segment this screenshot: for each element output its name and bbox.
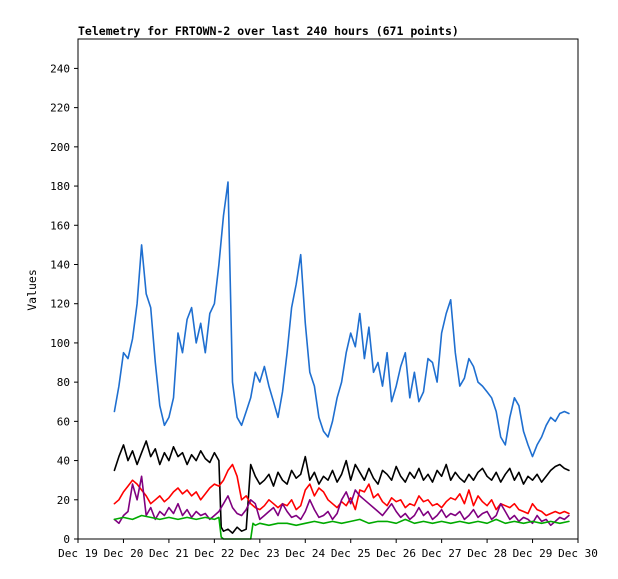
y-tick-label: 240 [50,62,70,75]
y-tick-label: 120 [50,298,70,311]
series-line-5 [113,514,570,540]
x-tick-label: Dec 27 [422,547,462,560]
y-axis: 0 20 40 60 80 100 120 140 160 180 200 220 240 [50,62,78,546]
chart-title: Telemetry for FRTOWN-2 over last 240 hou… [78,24,459,38]
x-axis: Dec 19 Dec 20 Dec 21 Dec 22 Dec 23 Dec 24 Dec … [58,539,598,560]
y-tick-label: 60 [57,415,70,428]
x-tick-label: Dec 19 [58,547,98,560]
x-tick-label: Dec 28 [467,547,507,560]
x-tick-label: Dec 25 [331,547,371,560]
x-tick-label: Dec 29 [513,547,553,560]
series-line-4 [113,475,570,527]
series-group [113,181,570,540]
y-tick-label: 0 [63,533,70,546]
x-tick-label: Dec 23 [240,547,280,560]
y-axis-label: Values [25,269,39,311]
y-tick-label: 100 [50,337,70,350]
y-tick-label: 20 [57,494,70,507]
y-tick-label: 200 [50,141,70,154]
series-line-2 [113,440,570,534]
x-tick-label: Dec 26 [376,547,416,560]
y-tick-label: 40 [57,455,70,468]
x-tick-label: Dec 22 [194,547,234,560]
plot-frame [77,38,579,540]
y-tick-label: 160 [50,219,70,232]
y-tick-label: 140 [50,258,70,271]
y-tick-label: 220 [50,102,70,115]
y-tick-label: 80 [57,376,70,389]
x-tick-label: Dec 20 [104,547,144,560]
series-line-1 [113,181,570,458]
x-tick-label: Dec 30 [558,547,598,560]
x-tick-label: Dec 24 [285,547,325,560]
y-tick-label: 180 [50,180,70,193]
x-tick-label: Dec 21 [149,547,189,560]
